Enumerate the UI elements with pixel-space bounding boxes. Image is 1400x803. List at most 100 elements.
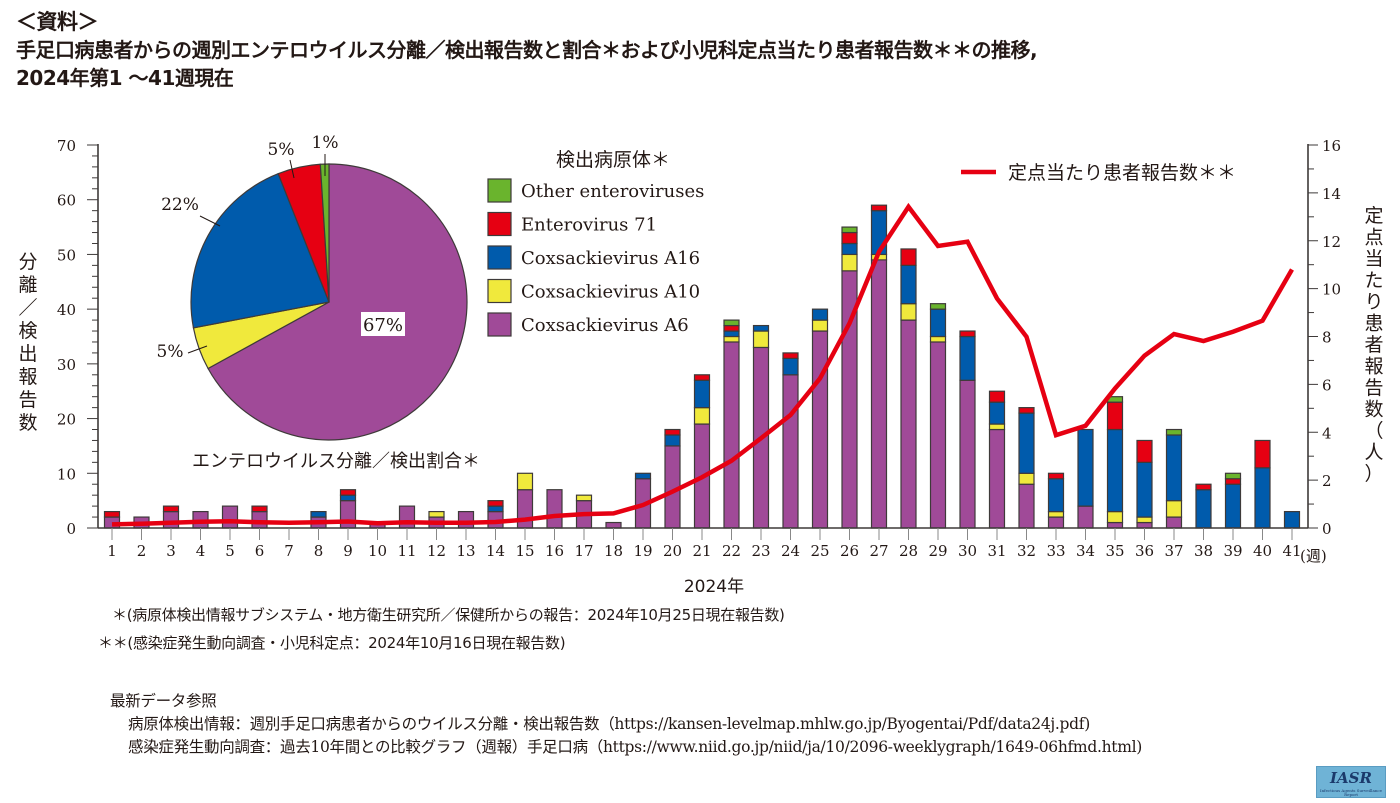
- bar-stack-week-26: [841, 226, 858, 529]
- x-tick-label: 15: [515, 542, 534, 560]
- footnote-1: ＊(病原体検出情報サブシステム・地方衛生研究所／保健所からの報告：2024年10…: [112, 606, 785, 624]
- legend-swatch: [487, 278, 512, 304]
- bar-stack-week-34: [1077, 428, 1094, 529]
- bar-segment: [1106, 510, 1124, 524]
- pie-leader-line: [187, 345, 208, 354]
- bar-stack-week-29: [929, 303, 947, 529]
- y2-axis-label-char: 点: [1364, 227, 1383, 249]
- x-tick-label: 36: [1135, 542, 1154, 560]
- y2-axis-label-char: （: [1364, 420, 1383, 442]
- bar-segment: [929, 335, 947, 343]
- y2-tick-label: 0: [1322, 520, 1332, 538]
- x-tick-label: 33: [1046, 542, 1065, 560]
- y-tick-label: 50: [57, 246, 76, 264]
- bar-segment: [1254, 439, 1271, 469]
- bar-segment: [870, 204, 888, 212]
- x-tick-label: 13: [456, 542, 475, 560]
- y-tick-label: 40: [57, 301, 76, 319]
- x-tick-label: 38: [1194, 542, 1213, 560]
- y-axis-label-char: 検: [18, 320, 37, 342]
- x-tick-label: 2: [137, 542, 147, 560]
- x-tick-label: 40: [1253, 542, 1272, 560]
- bar-segment: [310, 510, 327, 518]
- y-axis-label-char: 数: [18, 412, 37, 434]
- bar-segment: [487, 505, 504, 513]
- bar-segment: [1254, 467, 1271, 529]
- legend-swatch: [487, 211, 512, 237]
- bar-segment: [693, 379, 711, 409]
- x-tick-label: 14: [486, 542, 505, 560]
- x-tick-label: 3: [166, 542, 176, 560]
- bar-segment: [1195, 483, 1212, 491]
- y2-axis-label-char: 報: [1364, 356, 1383, 378]
- bar-segment: [988, 428, 1006, 529]
- bar-segment: [723, 335, 740, 343]
- bar-segment: [811, 330, 829, 529]
- bar-segment: [723, 324, 740, 332]
- bar-segment: [811, 319, 829, 332]
- bar-segment: [1106, 401, 1124, 431]
- bar-segment: [1224, 478, 1242, 485]
- legend-label: Coxsackievirus A6: [521, 315, 689, 336]
- y-axis-label-char: 離: [18, 274, 37, 296]
- x-tick-label: 37: [1164, 542, 1183, 560]
- line-series: [111, 202, 1294, 527]
- x-tick-label: 16: [545, 542, 564, 560]
- bar-segment: [221, 505, 239, 529]
- x-tick-label: 34: [1076, 542, 1095, 560]
- bar-stack-week-30: [959, 330, 976, 529]
- x-tick-label: 5: [225, 542, 235, 560]
- x-tick-label: 19: [633, 542, 652, 560]
- bar-stack-week-16: [546, 489, 563, 529]
- line-legend-label: 定点当たり患者報告数＊＊: [1008, 162, 1236, 184]
- bar-segment: [575, 494, 593, 502]
- x-tick-label: 31: [987, 542, 1006, 560]
- logo-subtext: Infectious Agents Surveillance Report: [1319, 788, 1383, 797]
- logo-text: IASR: [1330, 769, 1372, 787]
- legend-swatch: [487, 312, 512, 337]
- bar-segment: [841, 253, 858, 272]
- bar-stack-week-38: [1195, 483, 1212, 529]
- legend-swatch: [487, 245, 512, 270]
- x-tick-label: 1: [107, 542, 117, 560]
- bar-segment: [162, 505, 180, 513]
- x-axis-unit: (週): [1300, 547, 1327, 565]
- bar-segment: [693, 407, 711, 425]
- bar-segment: [811, 308, 829, 321]
- legend-item: Other enteroviruses: [487, 178, 704, 203]
- legend-label: Enterovirus 71: [521, 215, 657, 236]
- y2-axis-label-char: 数: [1364, 399, 1383, 421]
- x-tick-label: 26: [840, 542, 859, 560]
- reference-link-1[interactable]: 病原体検出情報：週別手足口病患者からのウイルス分離・検出報告数（https://…: [128, 715, 1090, 733]
- x-tick-label: 20: [663, 542, 682, 560]
- legend-item: Coxsackievirus A6: [487, 312, 689, 337]
- y2-axis-label-char: り: [1364, 291, 1383, 313]
- bar-stack-week-40: [1254, 439, 1271, 529]
- pie-leader-line: [199, 215, 221, 227]
- x-tick-label: 4: [196, 542, 206, 560]
- pie-label: 5%: [268, 140, 295, 160]
- x-tick-label: 21: [692, 542, 711, 560]
- bar-segment: [841, 231, 858, 245]
- pie-label: 67%: [363, 315, 403, 336]
- bar-segment: [841, 226, 858, 234]
- bar-stack-week-25: [811, 308, 829, 529]
- bar-stack-week-17: [575, 494, 593, 529]
- bar-segment: [1136, 439, 1153, 463]
- y2-axis-label-char: 当: [1364, 248, 1383, 270]
- y2-axis-label-char: 患: [1364, 313, 1383, 335]
- bar-stack-week-39: [1224, 472, 1242, 529]
- pie-slice: [207, 163, 468, 441]
- chart-subtitle: 2024年第1 〜41週現在: [16, 66, 234, 90]
- bar-segment: [339, 489, 357, 496]
- bar-segment: [1106, 428, 1124, 513]
- reference-link-2[interactable]: 感染症発生動向調査：過去10年間との比較グラフ（週報）手足口病（https://…: [128, 738, 1142, 756]
- pie-slice: [190, 172, 330, 329]
- x-tick-label: 18: [604, 542, 623, 560]
- y2-axis-label-char: 定: [1364, 205, 1383, 227]
- bar-stack-week-11: [398, 505, 416, 529]
- bar-stack-week-21: [693, 374, 711, 529]
- bar-segment: [782, 352, 799, 359]
- bar-segment: [841, 242, 858, 256]
